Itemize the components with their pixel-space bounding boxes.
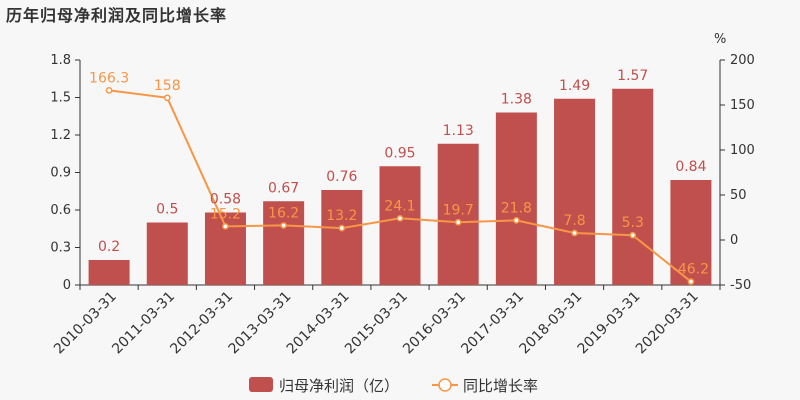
y-right-tick-label: 50 — [730, 188, 747, 203]
growth-value-label: 7.8 — [563, 213, 585, 229]
y-left-tick-label: 0.6 — [50, 203, 71, 218]
bar — [88, 260, 130, 285]
legend-swatch-marker — [438, 378, 452, 392]
growth-point — [105, 86, 113, 94]
growth-point — [280, 222, 287, 229]
bar-value-label: 1.49 — [559, 78, 590, 94]
bar — [263, 201, 305, 285]
bar-value-label: 0.5 — [156, 202, 178, 218]
bar — [379, 166, 421, 285]
y-left-tick-label: 1.8 — [50, 53, 71, 68]
growth-point — [687, 278, 695, 285]
growth-point — [396, 214, 404, 222]
growth-value-label: 13.2 — [326, 208, 357, 224]
bar — [437, 143, 479, 285]
growth-point — [629, 231, 637, 239]
y-right-tick-label: -50 — [730, 278, 751, 293]
bar-value-label: 0.58 — [210, 192, 241, 208]
growth-value-label: 16.2 — [268, 205, 299, 221]
bar — [146, 222, 188, 285]
bar-value-label: 1.57 — [617, 68, 648, 84]
growth-point — [163, 94, 171, 102]
bar-value-label: 0.2 — [98, 239, 120, 255]
legend-swatch-bar — [249, 377, 273, 392]
growth-point — [513, 217, 520, 224]
growth-point — [571, 229, 578, 237]
growth-value-label: 166.3 — [89, 70, 129, 86]
y-left-tick-label: 1.2 — [50, 128, 71, 143]
y-right-tick-label: 0 — [730, 233, 738, 248]
growth-value-label: 19.7 — [443, 202, 474, 218]
y-left-tick-label: 0 — [63, 278, 71, 293]
bar — [495, 112, 537, 285]
growth-point — [454, 218, 462, 226]
chart-title: 历年归母净利润及同比增长率 — [6, 6, 228, 25]
bar-value-label: 1.38 — [501, 92, 532, 108]
growth-point — [222, 222, 229, 230]
bar-value-label: 0.95 — [384, 145, 415, 161]
bar — [321, 190, 363, 285]
growth-value-label: 24.1 — [384, 198, 415, 214]
bar — [612, 88, 654, 285]
bar-value-label: 0.76 — [326, 169, 357, 185]
bar — [670, 180, 712, 285]
y-left-tick-label: 0.9 — [50, 166, 71, 181]
growth-value-label: 21.8 — [501, 200, 532, 216]
growth-value-label: 158 — [154, 78, 181, 94]
y-right-tick-label: 100 — [730, 143, 755, 158]
growth-value-label: 5.3 — [622, 215, 644, 231]
growth-value-label: 15.2 — [210, 206, 241, 222]
bar-value-label: 0.84 — [675, 159, 706, 175]
x-tick-label: 2020-03-31 — [633, 289, 702, 358]
legend-label-bar: 归母净利润（亿） — [279, 377, 399, 395]
bar — [554, 98, 596, 285]
y-left-tick-label: 1.5 — [50, 91, 71, 106]
y-right-unit: % — [714, 32, 726, 47]
y-left-tick-label: 0.3 — [50, 241, 71, 256]
growth-point — [338, 224, 346, 232]
growth-value-label: -46.2 — [673, 262, 709, 278]
bar-value-label: 0.67 — [268, 180, 299, 196]
bar-value-label: 1.13 — [443, 123, 474, 139]
y-right-tick-label: 200 — [730, 53, 755, 68]
y-right-tick-label: 150 — [730, 98, 755, 113]
legend-label-line: 同比增长率 — [463, 377, 538, 395]
